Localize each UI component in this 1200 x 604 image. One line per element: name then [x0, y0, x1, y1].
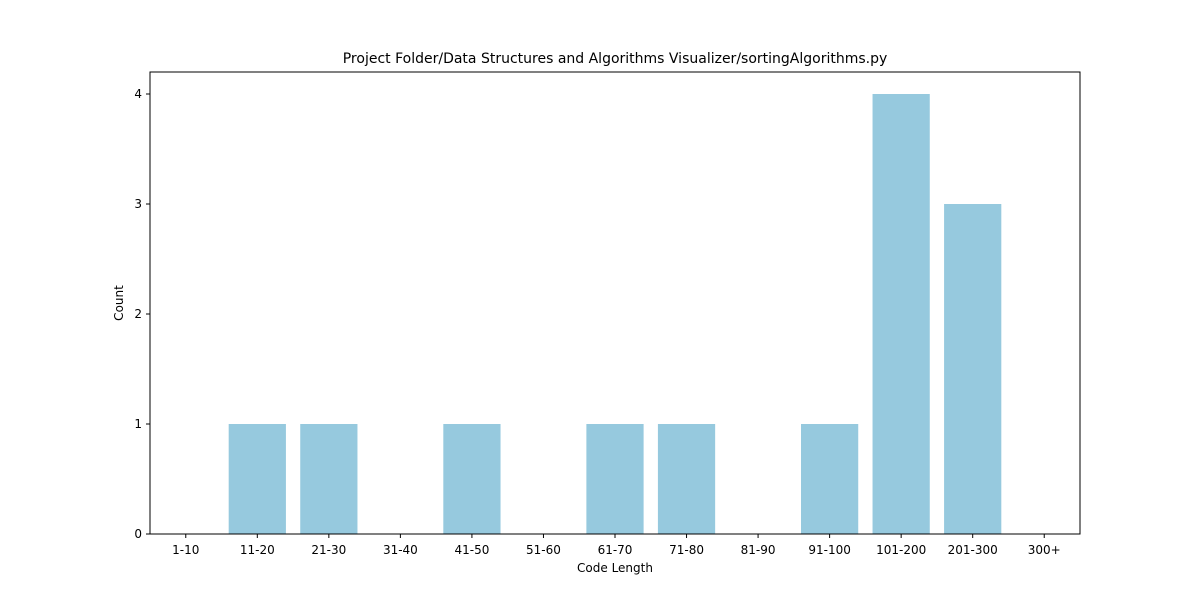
bars-layer [228, 94, 1002, 534]
x-tick-label: 41-50 [454, 543, 489, 557]
x-tick-label: 81-90 [741, 543, 776, 557]
y-tick-label: 0 [134, 527, 142, 541]
x-axis-label: Code Length [577, 561, 653, 575]
bar-201-300 [944, 204, 1002, 534]
bar-101-200 [872, 94, 930, 534]
x-tick-label: 1-10 [172, 543, 199, 557]
plot-frame [149, 71, 1081, 535]
bar-61-70 [586, 424, 644, 534]
y-axis-label: Count [112, 285, 126, 321]
x-tick-label: 61-70 [598, 543, 633, 557]
x-tick-label: 201-300 [948, 543, 998, 557]
x-tick-label: 21-30 [311, 543, 346, 557]
x-tick-label: 300+ [1028, 543, 1061, 557]
y-tick-label: 1 [134, 417, 142, 431]
y-tick-label: 3 [134, 197, 142, 211]
x-tick-label: 91-100 [808, 543, 851, 557]
x-tick-label: 31-40 [383, 543, 418, 557]
y-tick-label: 4 [134, 87, 142, 101]
x-tick-label: 101-200 [876, 543, 926, 557]
bar-91-100 [801, 424, 859, 534]
y-tick-label: 2 [134, 307, 142, 321]
x-tick-label: 71-80 [669, 543, 704, 557]
bar-21-30 [300, 424, 358, 534]
chart-title: Project Folder/Data Structures and Algor… [343, 51, 888, 67]
ticks-layer: 1-10 11-20 21-30 31-40 41-50 51-60 61-70 71-80 8… [134, 87, 1060, 557]
x-tick-label: 51-60 [526, 543, 561, 557]
bar-11-20 [228, 424, 286, 534]
x-tick-label: 11-20 [240, 543, 275, 557]
bar-41-50 [443, 424, 501, 534]
bar-71-80 [657, 424, 716, 534]
